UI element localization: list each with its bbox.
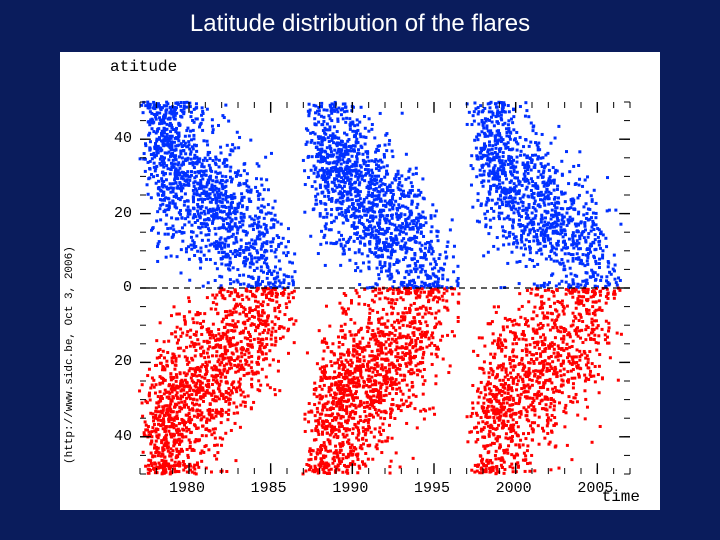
x-tick-label: 1990: [332, 480, 368, 497]
slide-title: Latitude distribution of the flares: [0, 10, 720, 38]
x-tick-label: 1980: [169, 480, 205, 497]
y-tick-label: 0: [123, 279, 132, 296]
slide-container: Latitude distribution of the flares atit…: [0, 0, 720, 540]
y-tick-label: 40: [114, 428, 132, 445]
chart-panel: atitude time (http://www.sidc.be, Oct 3,…: [60, 52, 660, 510]
y-tick-label: 20: [114, 353, 132, 370]
x-tick-label: 1985: [251, 480, 287, 497]
x-tick-label: 2000: [496, 480, 532, 497]
y-tick-label: 40: [114, 130, 132, 147]
x-tick-label: 1995: [414, 480, 450, 497]
x-tick-label: 2005: [577, 480, 613, 497]
tick-labels-layer: 1980 1985 1990 1995 2000 2005 40 20 0 20 40: [60, 52, 660, 510]
y-tick-label: 20: [114, 205, 132, 222]
